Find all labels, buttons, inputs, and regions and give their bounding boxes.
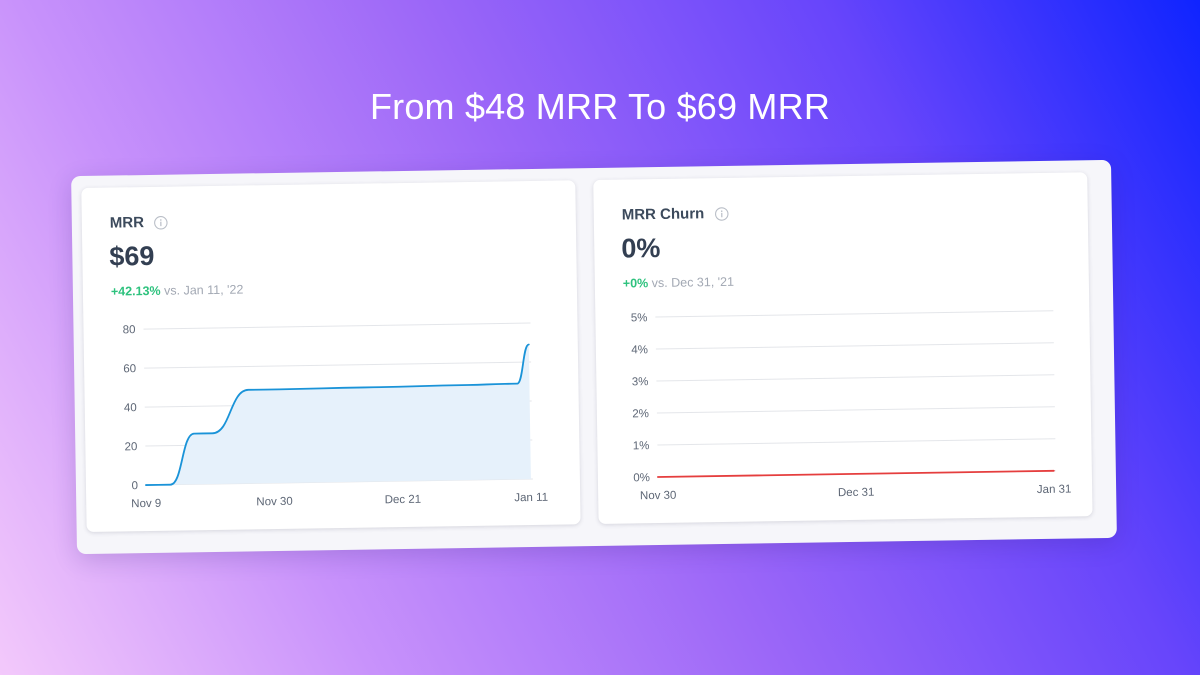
mrr-card: MRR $69 +42.13% vs. Jan 11, '22 0 20 40 60 8… (81, 180, 581, 532)
churn-title-row: MRR Churn (622, 205, 729, 224)
y-tick-label: 3% (632, 376, 649, 388)
x-tick-label: Dec 21 (385, 494, 422, 507)
mrr-title-row: MRR (110, 214, 168, 232)
gridline (655, 310, 1054, 318)
series-area (145, 344, 531, 486)
y-tick-label: 4% (631, 344, 648, 356)
x-tick-label: Dec 31 (838, 487, 875, 500)
info-icon[interactable] (154, 215, 168, 230)
series-line (145, 343, 530, 486)
mrr-churn-card: MRR Churn 0% +0% vs. Dec 31, '21 0% 1% 2% 3… (593, 172, 1093, 524)
gridline (144, 361, 532, 369)
mrr-chart: 0 20 40 60 80 Nov 9 Nov 30 Dec 21 Jan 11 (123, 322, 548, 510)
headline: From $48 MRR To $69 MRR (369, 86, 831, 127)
gridline (655, 342, 1054, 350)
y-tick-label: 2% (632, 408, 649, 420)
y-tick-label: 0 (131, 480, 138, 492)
x-tick-label: Nov 9 (131, 498, 161, 510)
gridline (656, 406, 1055, 414)
y-tick-label: 20 (124, 441, 137, 453)
x-tick-label: Nov 30 (256, 496, 293, 509)
dashboard-panel: MRR $69 +42.13% vs. Jan 11, '22 0 20 40 60 8… (71, 159, 1117, 555)
gridline (143, 322, 531, 330)
y-tick-label: 1% (633, 440, 650, 452)
y-tick-label: 80 (123, 324, 136, 336)
x-tick-label: Nov 30 (640, 490, 677, 503)
churn-chart: 0% 1% 2% 3% 4% 5% Nov 30 Dec 31 Jan 31 (631, 310, 1072, 503)
info-icon[interactable] (714, 206, 729, 221)
x-tick-label: Jan 11 (514, 492, 548, 505)
y-tick-label: 40 (124, 402, 137, 414)
y-tick-label: 60 (123, 363, 136, 375)
gridline (656, 374, 1055, 382)
gridline (657, 438, 1056, 446)
y-tick-label: 5% (631, 312, 648, 324)
series-line (656, 469, 1055, 478)
y-tick-label: 0% (633, 472, 650, 484)
x-tick-label: Jan 31 (1037, 484, 1072, 497)
